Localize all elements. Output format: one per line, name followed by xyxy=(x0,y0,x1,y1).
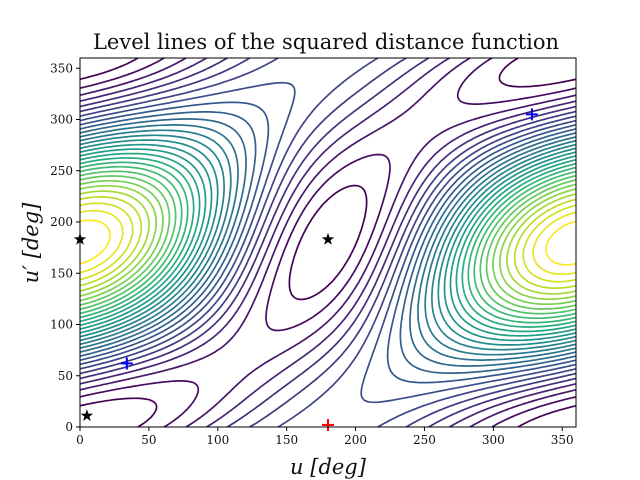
minimum-marker xyxy=(525,108,538,121)
minimum-marker xyxy=(120,357,133,370)
contour-level xyxy=(80,81,576,404)
x-tick-label: 250 xyxy=(413,433,436,447)
x-axis-ticks: 0 50 100 150 200 250 300 350 xyxy=(76,427,574,447)
y-tick-label: 150 xyxy=(50,266,73,280)
plot-frame xyxy=(79,57,577,428)
contour-level xyxy=(80,184,576,301)
contour-level xyxy=(80,196,576,289)
y-tick-label: 350 xyxy=(50,61,73,75)
contour-level xyxy=(80,165,576,320)
contour-level xyxy=(80,179,576,306)
contour-level xyxy=(80,161,576,324)
contour-level xyxy=(80,118,576,367)
contour-level xyxy=(80,175,576,310)
x-tick-label: 350 xyxy=(551,433,574,447)
contour-level xyxy=(80,139,576,346)
contour-level xyxy=(80,148,576,337)
y-tick-label: 0 xyxy=(65,420,73,434)
contour-level xyxy=(80,209,576,276)
x-tick-label: 150 xyxy=(275,433,298,447)
x-tick-label: 50 xyxy=(141,433,156,447)
y-tick-label: 300 xyxy=(50,113,73,127)
contour-level xyxy=(80,58,576,427)
x-axis-label: u [deg] xyxy=(290,455,367,479)
contour-level xyxy=(80,58,576,427)
contour-level xyxy=(80,124,576,361)
chart-title: Level lines of the squared distance func… xyxy=(93,30,559,54)
x-tick-label: 300 xyxy=(482,433,505,447)
saddle-star-marker xyxy=(80,409,94,421)
contour-lines xyxy=(80,58,576,427)
contour-level xyxy=(80,58,576,427)
y-axis-ticks: 0 50 100 150 200 250 300 350 xyxy=(50,61,80,434)
x-tick-label: 100 xyxy=(206,433,229,447)
saddle-star-marker xyxy=(321,232,335,245)
contour-level xyxy=(80,152,576,333)
contour-level xyxy=(80,219,576,266)
maximum-marker xyxy=(322,418,334,431)
contour-level xyxy=(80,58,576,427)
contour-level xyxy=(80,58,576,427)
contour-level xyxy=(80,58,576,427)
x-tick-label: 200 xyxy=(344,433,367,447)
y-axis-label: u′ [deg] xyxy=(19,202,43,283)
contour-level xyxy=(80,134,576,351)
contour-level xyxy=(80,58,576,427)
contour-level xyxy=(80,129,576,356)
y-tick-label: 250 xyxy=(50,164,73,178)
contour-level xyxy=(80,111,576,374)
contour-level xyxy=(80,170,576,315)
contour-level xyxy=(80,202,576,283)
y-tick-label: 50 xyxy=(58,369,73,383)
contour-level xyxy=(80,143,576,342)
y-tick-label: 100 xyxy=(50,318,73,332)
contour-level xyxy=(80,157,576,328)
x-tick-label: 0 xyxy=(76,433,84,447)
contour-level xyxy=(80,190,576,295)
contour-level xyxy=(80,101,576,384)
y-tick-label: 200 xyxy=(50,215,73,229)
